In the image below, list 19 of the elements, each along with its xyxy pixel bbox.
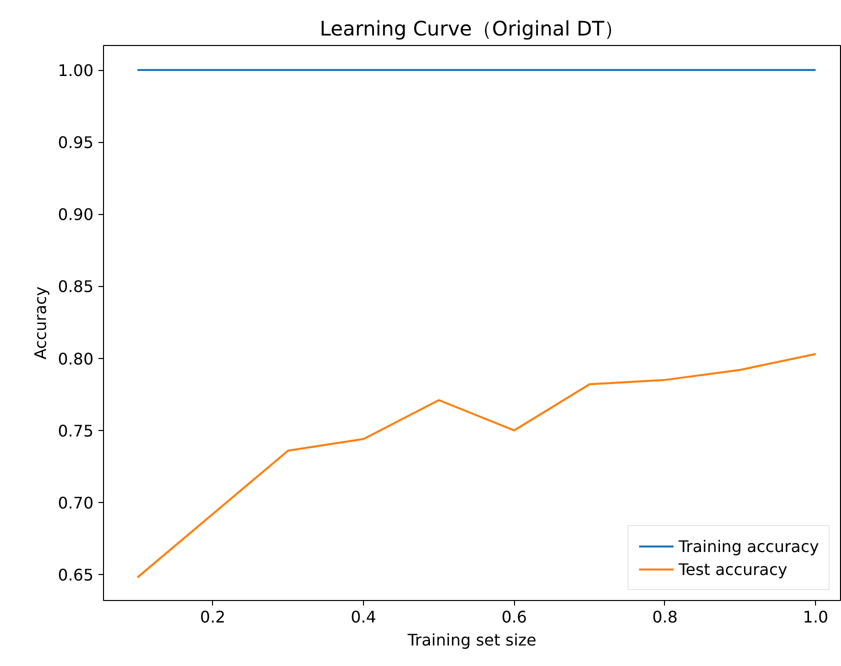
x-tick-label: 0.6	[501, 608, 527, 626]
y-tick-label: 1.00	[58, 61, 94, 80]
y-tick-label: 0.85	[58, 277, 94, 296]
y-tick-label: 0.95	[58, 133, 94, 152]
y-tick-label: 0.80	[58, 349, 94, 368]
legend-label: Test accuracy	[678, 560, 788, 578]
x-tick-label: 1.0	[802, 608, 828, 626]
chart-title: Learning Curve（Original DT）	[320, 16, 624, 40]
x-tick-label: 0.4	[350, 608, 376, 626]
y-tick-label: 0.70	[58, 493, 94, 512]
y-tick-label: 0.90	[58, 205, 94, 224]
y-tick-label: 0.65	[58, 566, 94, 585]
line-series	[136, 352, 817, 578]
x-tick-label: 0.2	[200, 608, 226, 626]
x-axis-title: Training set size	[406, 630, 536, 650]
y-tick-label: 0.75	[58, 421, 94, 440]
x-tick-label: 0.8	[652, 608, 678, 626]
y-axis-title: Accuracy	[30, 286, 50, 360]
legend-label: Training accuracy	[678, 536, 819, 556]
